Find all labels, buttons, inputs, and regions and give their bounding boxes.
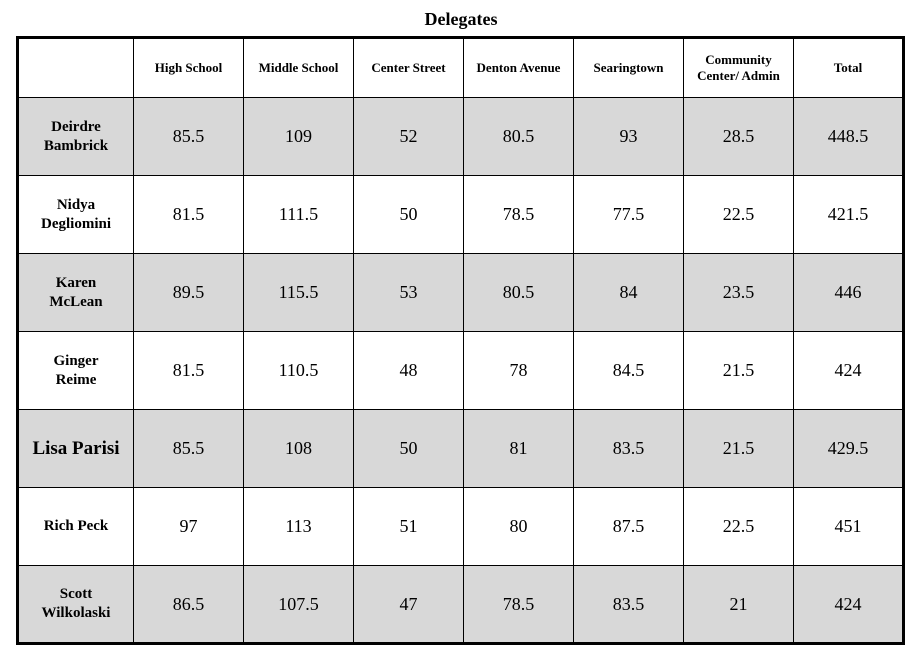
table-cell: 81.5 [133,175,244,254]
table-cell: 53 [353,253,464,332]
table-cell: 23.5 [683,253,794,332]
table-cell: 429.5 [793,409,904,488]
column-header-community-center-admin: Community Center/ Admin [683,37,794,98]
table-row: Karen McLean 89.5 115.5 53 80.5 84 23.5 446 [17,253,904,332]
table-cell: 21.5 [683,409,794,488]
table-cell: 21 [683,565,794,644]
table-body: Deirdre Bambrick 85.5 109 52 80.5 93 28.5 448.5… [17,97,904,644]
table-cell: 50 [353,175,464,254]
table-row: Deirdre Bambrick 85.5 109 52 80.5 93 28.5 448.5 [17,97,904,176]
header-row: High School Middle School Center Street … [17,37,904,98]
table-cell: 80.5 [463,253,574,332]
column-header-total: Total [793,37,904,98]
row-header: Karen McLean [17,253,134,332]
table-cell: 84.5 [573,331,684,410]
table-cell: 81.5 [133,331,244,410]
table-cell: 110.5 [243,331,354,410]
table-row: Lisa Parisi 85.5 108 50 81 83.5 21.5 429.5 [17,409,904,488]
delegates-table: High School Middle School Center Street … [16,36,905,645]
table-cell: 80.5 [463,97,574,176]
table-row: Ginger Reime 81.5 110.5 48 78 84.5 21.5 424 [17,331,904,410]
column-header-denton-avenue: Denton Avenue [463,37,574,98]
row-header: Rich Peck [17,487,134,566]
table-cell: 83.5 [573,565,684,644]
table-cell: 51 [353,487,464,566]
table-cell: 22.5 [683,175,794,254]
table-cell: 21.5 [683,331,794,410]
table-row: Scott Wilkolaski 86.5 107.5 47 78.5 83.5 21 424 [17,565,904,644]
column-header-middle-school: Middle School [243,37,354,98]
table-cell: 97 [133,487,244,566]
table-cell: 109 [243,97,354,176]
row-header: Scott Wilkolaski [17,565,134,644]
row-header: Ginger Reime [17,331,134,410]
table-cell: 107.5 [243,565,354,644]
table-cell: 47 [353,565,464,644]
table-cell: 48 [353,331,464,410]
column-header-center-street: Center Street [353,37,464,98]
table-cell: 89.5 [133,253,244,332]
table-cell: 28.5 [683,97,794,176]
table-cell: 446 [793,253,904,332]
table-cell: 78 [463,331,574,410]
table-cell: 78.5 [463,565,574,644]
table-cell: 451 [793,487,904,566]
row-header: Deirdre Bambrick [17,97,134,176]
table-cell: 85.5 [133,97,244,176]
table-cell: 421.5 [793,175,904,254]
table-cell: 424 [793,331,904,410]
table-cell: 448.5 [793,97,904,176]
table-cell: 113 [243,487,354,566]
table-cell: 86.5 [133,565,244,644]
table-cell: 84 [573,253,684,332]
table-cell: 87.5 [573,487,684,566]
table-cell: 108 [243,409,354,488]
column-header-empty [17,37,134,98]
table-cell: 22.5 [683,487,794,566]
row-header: Nidya Degliomini [17,175,134,254]
column-header-searingtown: Searingtown [573,37,684,98]
table-cell: 111.5 [243,175,354,254]
column-header-high-school: High School [133,37,244,98]
table-cell: 77.5 [573,175,684,254]
table-row: Rich Peck 97 113 51 80 87.5 22.5 451 [17,487,904,566]
table-cell: 50 [353,409,464,488]
table-row: Nidya Degliomini 81.5 111.5 50 78.5 77.5 22.5 4… [17,175,904,254]
table-cell: 52 [353,97,464,176]
row-header: Lisa Parisi [17,409,134,488]
table-cell: 115.5 [243,253,354,332]
table-header: High School Middle School Center Street … [17,37,904,98]
table-cell: 83.5 [573,409,684,488]
table-cell: 85.5 [133,409,244,488]
page-title: Delegates [424,9,498,29]
table-cell: 81 [463,409,574,488]
table-cell: 78.5 [463,175,574,254]
table-cell: 80 [463,487,574,566]
table-cell: 424 [793,565,904,644]
table-cell: 93 [573,97,684,176]
